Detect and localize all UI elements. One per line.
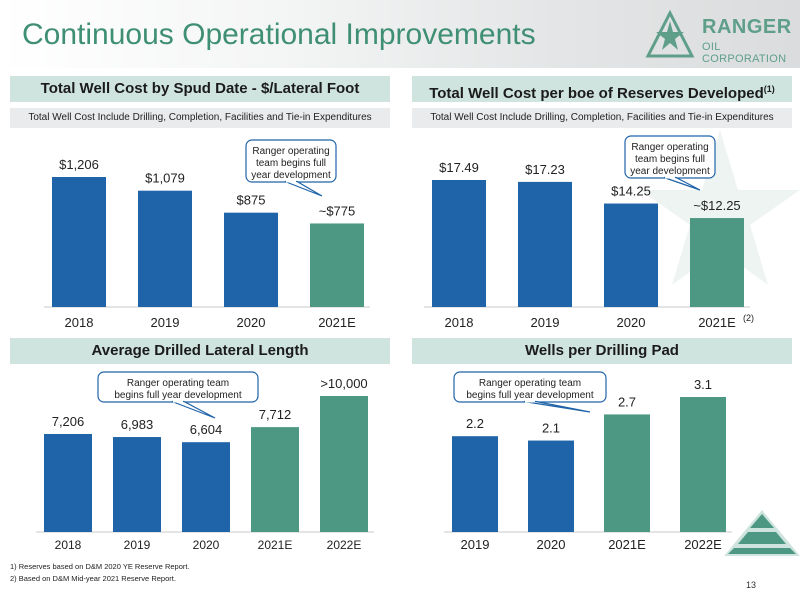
- chart-2-tick-label-0: 2018: [55, 538, 82, 552]
- callout-lateral-length-box: [97, 371, 259, 403]
- panel-subtitle-cost-boe: Total Well Cost Include Drilling, Comple…: [412, 108, 792, 128]
- chart-2-bar-3: [251, 427, 299, 532]
- chart-0-bar-2: [224, 212, 278, 307]
- panel-title-lateral-length: Average Drilled Lateral Length: [10, 338, 390, 364]
- header-band: Continuous Operational Improvements RANG…: [0, 0, 800, 68]
- chart-3-data-label-1: 2.1: [542, 421, 560, 436]
- callout-wells-per-pad-tail: [523, 400, 591, 413]
- panel-title-wells-per-pad: Wells per Drilling Pad: [412, 338, 792, 364]
- chart-0-tick-label-1: 2019: [151, 315, 180, 330]
- callout-lateral-length-line-1: begins full year development: [114, 390, 242, 401]
- background-star-watermark: [640, 130, 800, 285]
- chart-2-data-label-0: 7,206: [52, 414, 85, 429]
- callout-cost-lateral-box: [245, 139, 337, 183]
- chart-3-bar-2: [604, 414, 650, 532]
- page-number: 13: [746, 580, 757, 590]
- chart-1-tick-label-1: 2019: [531, 315, 560, 330]
- logo-subtitle: OIL CORPORATION: [702, 41, 787, 65]
- chart-2-data-label-3: 7,712: [259, 407, 292, 422]
- chart-2-bar-4: [320, 396, 368, 532]
- callout-cost-lateral-tail: [284, 180, 323, 197]
- chart-2-data-label-1: 6,983: [121, 417, 154, 432]
- callout-cost-lateral-line-0: Ranger operating: [252, 146, 329, 157]
- chart-2-data-label-4: >10,000: [320, 376, 367, 391]
- chart-2-data-label-2: 6,604: [190, 422, 223, 437]
- callout-lateral-length-tail: [171, 400, 216, 419]
- callout-wells-per-pad-line-1: begins full year development: [466, 390, 594, 401]
- chart-3-tick-label-1: 2020: [537, 537, 566, 552]
- chart-2-tick-label-1: 2019: [124, 538, 151, 552]
- chart-3-data-label-3: 3.1: [694, 377, 712, 392]
- chart-2-bar-0: [44, 433, 92, 532]
- panel-title-cost-boe: Total Well Cost per boe of Reserves Deve…: [412, 76, 792, 102]
- company-logo: RANGER OIL CORPORATION: [644, 10, 794, 65]
- chart-0-data-label-2: $875: [237, 193, 266, 208]
- title-superscript: (1): [763, 84, 775, 94]
- chart-3-bar-0: [452, 436, 498, 532]
- chart-1-tick-label-0: 2018: [445, 315, 474, 330]
- chart-3-tick-label-2: 2021E: [608, 537, 646, 552]
- chart-0-data-label-0: $1,206: [59, 157, 99, 172]
- chart-3-data-label-2: 2.7: [618, 394, 636, 409]
- page-title: Continuous Operational Improvements: [22, 18, 536, 51]
- callout-wells-per-pad-box: [453, 371, 607, 403]
- callout-lateral-length-line-0: Ranger operating team: [127, 378, 229, 389]
- callout-wells-per-pad-line-0: Ranger operating team: [479, 378, 581, 389]
- chart-3-tick-label-0: 2019: [461, 537, 490, 552]
- chart-0-data-label-1: $1,079: [145, 171, 185, 186]
- chart-1-data-label-0: $17.49: [439, 160, 479, 175]
- callout-cost-lateral-line-1: team begins full: [256, 158, 326, 169]
- chart-0-tick-label-0: 2018: [65, 315, 94, 330]
- chart-3-bar-3: [680, 397, 726, 532]
- ranger-star-icon: [645, 10, 695, 58]
- chart-2-bar-1: [113, 437, 161, 532]
- chart-0-tick-label-3: 2021E: [318, 315, 356, 330]
- chart-1-bar-1: [518, 181, 572, 307]
- logo-name: RANGER: [702, 16, 792, 38]
- panel-title-cost-lateral: Total Well Cost by Spud Date - $/Lateral…: [10, 76, 390, 102]
- chart-1-bar-0: [432, 180, 486, 307]
- chart-1-data-label-1: $17.23: [525, 162, 565, 177]
- chart-0-bar-3: [310, 223, 364, 307]
- panel-subtitle-cost-lateral: Total Well Cost Include Drilling, Comple…: [10, 108, 390, 128]
- chart-2-bar-2: [182, 442, 230, 532]
- chart-2-tick-label-4: 2022E: [327, 538, 362, 552]
- chart-3-data-label-0: 2.2: [466, 416, 484, 431]
- chart-2-tick-label-3: 2021E: [258, 538, 293, 552]
- chart-0-data-label-3: ~$775: [319, 203, 356, 218]
- chart-3-bar-1: [528, 440, 574, 532]
- chart-0-bar-0: [52, 177, 106, 307]
- chart-0-tick-label-2: 2020: [237, 315, 266, 330]
- callout-cost-lateral-line-2: year development: [251, 170, 331, 181]
- triangle-graphic: [724, 510, 800, 556]
- footnote-1: 1) Reserves based on D&M 2020 YE Reserve…: [10, 562, 190, 571]
- chart-3-tick-label-3: 2022E: [684, 537, 722, 552]
- footnote-2: 2) Based on D&M Mid-year 2021 Reserve Re…: [10, 574, 176, 583]
- chart-2-tick-label-2: 2020: [193, 538, 220, 552]
- chart-0-bar-1: [138, 190, 192, 307]
